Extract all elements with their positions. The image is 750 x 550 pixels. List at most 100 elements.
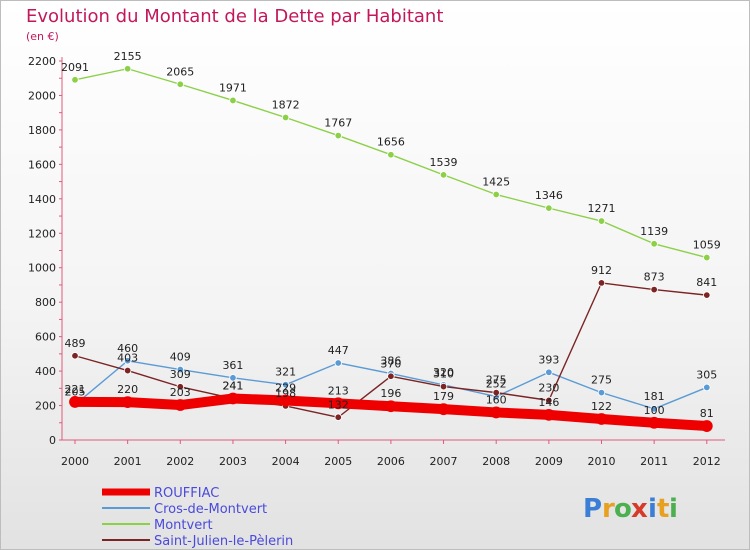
data-point-cros-de-montvert — [703, 383, 711, 392]
x-tick-label: 2010 — [588, 455, 616, 468]
x-tick-label: 2011 — [640, 455, 668, 468]
y-tick-label: 2000 — [28, 89, 56, 102]
series-layer — [69, 65, 713, 432]
data-label-saint-julien-le-p-lerin: 275 — [486, 374, 507, 387]
data-labels-layer: 221 220 203 241 229 213 196 179 160 146 122 100 81 20… — [61, 50, 721, 420]
data-point-montvert — [597, 217, 606, 225]
data-point-saint-julien-le-p-lerin — [123, 366, 132, 375]
data-label-cros-de-montvert: 361 — [222, 359, 243, 372]
data-point-montvert — [71, 76, 79, 84]
logo-letter: i — [669, 494, 678, 524]
data-point-cros-de-montvert — [281, 381, 290, 389]
data-point-montvert — [387, 151, 395, 159]
data-point-rouffiac — [595, 413, 608, 425]
x-tick-label: 2000 — [61, 455, 89, 468]
chart-title: Evolution du Montant de la Dette par Hab… — [26, 6, 443, 27]
data-label-saint-julien-le-p-lerin: 198 — [275, 387, 296, 400]
data-point-rouffiac — [384, 400, 397, 413]
data-point-cros-de-montvert — [650, 405, 658, 413]
y-tick-label: 1400 — [28, 193, 56, 206]
axes: 0 200 400 600 800 1000 1200 1400 1600 1800 2000 220… — [28, 55, 725, 468]
data-label-montvert: 1971 — [219, 81, 247, 94]
data-point-cros-de-montvert — [176, 365, 184, 374]
x-tick-label: 2009 — [535, 455, 563, 468]
data-label-rouffiac: 213 — [328, 384, 349, 397]
x-tick-label: 2005 — [324, 455, 352, 468]
data-label-montvert: 1271 — [588, 202, 616, 215]
logo-letter: r — [602, 494, 615, 524]
data-label-montvert: 1656 — [377, 136, 405, 149]
data-point-montvert — [545, 204, 553, 212]
y-tick-label: 1600 — [28, 158, 56, 171]
data-label-cros-de-montvert: 447 — [328, 344, 349, 357]
data-point-cros-de-montvert — [123, 357, 132, 365]
data-label-montvert: 1767 — [324, 117, 352, 130]
legend-label: Montvert — [154, 518, 213, 533]
y-tick-label: 600 — [35, 331, 56, 344]
y-tick-label: 400 — [35, 365, 56, 378]
data-point-rouffiac — [174, 399, 187, 411]
legend-label: ROUFFIAC — [154, 486, 219, 501]
data-point-saint-julien-le-p-lerin — [71, 352, 79, 360]
logo-letter: P — [583, 494, 602, 524]
x-tick-label: 2003 — [219, 455, 247, 468]
data-label-cros-de-montvert: 305 — [696, 368, 717, 381]
data-point-saint-julien-le-p-lerin — [650, 285, 658, 294]
data-label-cros-de-montvert: 460 — [117, 342, 138, 355]
data-point-rouffiac — [700, 420, 713, 432]
data-point-montvert — [229, 96, 237, 105]
data-label-saint-julien-le-p-lerin: 241 — [222, 379, 243, 392]
data-label-rouffiac: 221 — [65, 383, 86, 396]
data-label-cros-de-montvert: 275 — [591, 374, 612, 387]
data-label-montvert: 1059 — [693, 239, 721, 252]
data-label-cros-de-montvert: 205 — [65, 386, 86, 399]
data-point-rouffiac — [332, 397, 345, 410]
data-point-rouffiac — [279, 394, 292, 407]
data-point-saint-julien-le-p-lerin — [492, 388, 500, 397]
data-point-rouffiac — [542, 408, 555, 421]
data-point-montvert — [281, 113, 290, 122]
data-point-cros-de-montvert — [229, 374, 237, 382]
data-point-cros-de-montvert — [545, 368, 553, 376]
data-label-montvert: 1872 — [272, 99, 300, 112]
data-point-montvert — [439, 171, 448, 179]
data-label-montvert: 1425 — [482, 176, 510, 189]
data-label-saint-julien-le-p-lerin: 873 — [644, 271, 665, 284]
data-point-saint-julien-le-p-lerin — [387, 372, 395, 380]
data-label-cros-de-montvert: 252 — [486, 378, 507, 391]
data-point-montvert — [492, 190, 500, 199]
legend-label: Saint-Julien-le-Pèlerin — [154, 534, 293, 549]
data-point-rouffiac — [490, 406, 503, 419]
x-tick-label: 2008 — [482, 455, 510, 468]
data-label-rouffiac: 122 — [591, 400, 612, 413]
y-tick-label: 1800 — [28, 124, 56, 137]
data-point-rouffiac — [121, 396, 134, 409]
data-label-cros-de-montvert: 386 — [380, 355, 401, 368]
data-label-saint-julien-le-p-lerin: 489 — [65, 337, 86, 350]
data-label-montvert: 1539 — [430, 156, 458, 169]
data-point-montvert — [123, 65, 132, 73]
x-tick-label: 2002 — [166, 455, 194, 468]
data-point-rouffiac — [227, 392, 239, 405]
y-tick-label: 0 — [49, 434, 56, 447]
data-label-cros-de-montvert: 320 — [433, 366, 454, 379]
data-label-rouffiac: 81 — [700, 407, 714, 420]
legend: ROUFFIACCros-de-MontvertMontvertSaint-Ju… — [102, 486, 293, 549]
data-label-cros-de-montvert: 321 — [275, 366, 296, 379]
y-tick-label: 1000 — [28, 262, 56, 275]
data-label-saint-julien-le-p-lerin: 403 — [117, 352, 138, 365]
data-point-montvert — [334, 131, 342, 140]
data-label-rouffiac: 229 — [275, 382, 296, 395]
series-line-montvert — [74, 68, 708, 259]
data-label-montvert: 2065 — [166, 65, 194, 78]
data-label-saint-julien-le-p-lerin: 370 — [380, 357, 401, 370]
logo-letter: i — [648, 494, 657, 524]
data-label-cros-de-montvert: 393 — [538, 353, 559, 366]
data-label-montvert: 2155 — [114, 50, 142, 63]
data-point-cros-de-montvert — [597, 388, 606, 397]
data-label-montvert: 1346 — [535, 189, 563, 202]
data-label-rouffiac: 160 — [486, 393, 507, 406]
y-tick-label: 2200 — [28, 55, 56, 68]
